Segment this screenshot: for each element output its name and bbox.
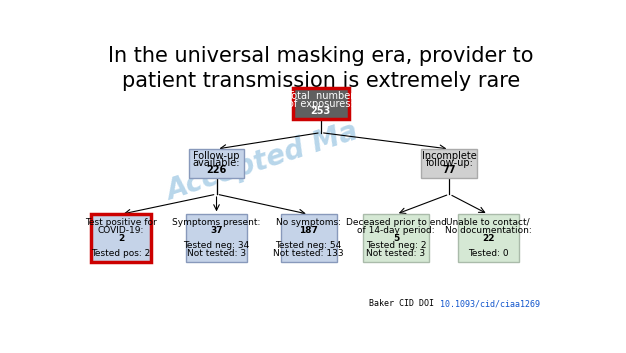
Text: No documentation:: No documentation: [445,226,531,235]
Text: Unable to contact/: Unable to contact/ [446,218,530,227]
Text: In the universal masking era, provider to
patient transmission is extremely rare: In the universal masking era, provider t… [108,47,533,91]
Text: Tested neg: 54: Tested neg: 54 [275,241,342,251]
Text: Symptoms present:: Symptoms present: [172,218,260,227]
Text: Tested: 0: Tested: 0 [468,250,508,258]
Text: follow-up:: follow-up: [426,158,473,168]
Text: of 14-day period:: of 14-day period: [357,226,435,235]
FancyBboxPatch shape [363,214,429,262]
Text: Not tested: 3: Not tested: 3 [366,250,426,258]
Text: 10.1093/cid/ciaa1269: 10.1093/cid/ciaa1269 [435,299,540,308]
Text: Total  number: Total number [287,91,354,101]
Text: COVID-19:: COVID-19: [98,226,144,235]
FancyBboxPatch shape [91,214,151,262]
Text: 22: 22 [482,234,495,243]
Text: 187: 187 [299,226,318,235]
Text: Accepted Ma: Accepted Ma [163,118,362,206]
Text: Test positive for: Test positive for [85,218,157,227]
Text: 2: 2 [118,234,124,243]
Text: 226: 226 [207,166,227,175]
Text: Tested neg: 34: Tested neg: 34 [183,241,250,251]
FancyBboxPatch shape [293,88,349,119]
Text: Tested neg: 2: Tested neg: 2 [366,241,426,251]
Text: Deceased prior to end: Deceased prior to end [346,218,446,227]
Text: 253: 253 [310,106,331,116]
Text: Incomplete: Incomplete [422,151,477,161]
Text: Tested pos: 2: Tested pos: 2 [91,250,151,258]
Text: of exposures:: of exposures: [288,98,354,108]
Text: No symptoms:: No symptoms: [276,218,341,227]
FancyBboxPatch shape [281,214,337,262]
FancyBboxPatch shape [458,214,518,262]
FancyBboxPatch shape [186,214,247,262]
Text: Baker CID DOI: Baker CID DOI [369,299,434,308]
Text: Not tested: 133: Not tested: 133 [274,250,344,258]
Text: available:: available: [193,158,240,168]
Text: Not tested: 3: Not tested: 3 [187,250,246,258]
Text: 77: 77 [443,166,456,175]
Text: Follow-up: Follow-up [193,151,240,161]
FancyBboxPatch shape [188,149,244,178]
Text: 37: 37 [210,226,223,235]
Text: 5: 5 [393,234,399,243]
FancyBboxPatch shape [421,149,477,178]
